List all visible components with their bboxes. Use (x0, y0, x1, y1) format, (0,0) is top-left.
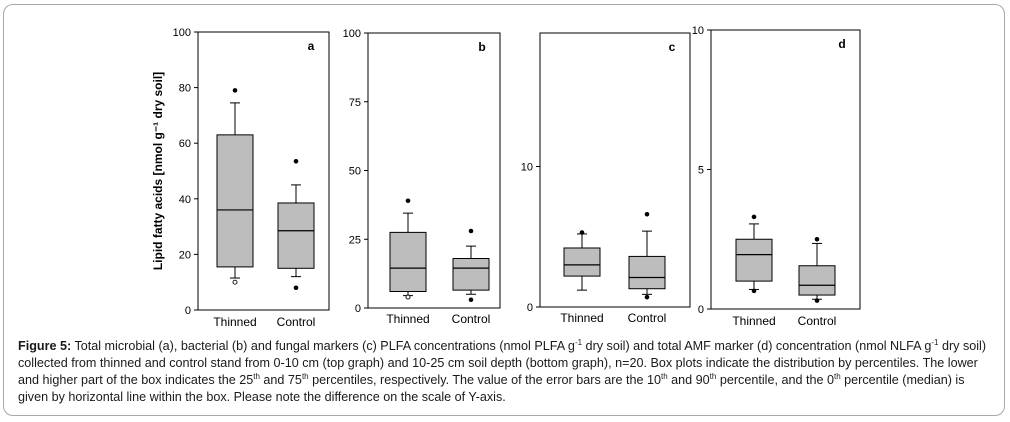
caption-text: percentile, and the 0 (716, 373, 834, 387)
y-tick-label: 0 (185, 305, 191, 317)
iqr-box (452, 258, 490, 291)
y-tick-label: 100 (173, 27, 191, 39)
panel-label: b (478, 40, 485, 54)
y-tick-label: 80 (179, 83, 191, 95)
x-category-label: Thinned (386, 312, 429, 326)
outlier-point (293, 158, 299, 164)
caption-superscript: -1 (574, 337, 583, 347)
caption-superscript: th (660, 371, 668, 381)
box-thinned (735, 214, 773, 294)
box-thinned (216, 88, 254, 285)
iqr-box (628, 255, 666, 290)
x-category-label: Control (277, 315, 316, 329)
figure-frame (3, 4, 1005, 416)
x-category-label: Thinned (560, 311, 603, 325)
caption-text: Total microbial (a), bacterial (b) and f… (71, 339, 575, 353)
caption-text: and 90 (667, 373, 710, 387)
y-tick-label: 5 (698, 165, 704, 177)
x-category-label: Control (628, 311, 667, 325)
outlier-point (293, 285, 299, 291)
box-thinned (389, 198, 427, 300)
outlier-point (232, 279, 238, 285)
outlier-point (468, 228, 474, 234)
caption-figure-label: Figure 5: (18, 339, 72, 353)
plot-frame (539, 32, 691, 308)
y-tick-label: 0 (355, 303, 361, 315)
iqr-box (735, 238, 773, 282)
iqr-box (389, 231, 427, 292)
caption-superscript: -1 (931, 337, 939, 347)
x-category-label: Control (798, 314, 837, 328)
caption-superscript: th (833, 371, 841, 381)
plot-frame (197, 31, 330, 311)
y-axis-label: Lipid fatty acids [nmol g⁻¹ dry soil] (151, 72, 165, 270)
caption-superscript: th (301, 371, 309, 381)
y-tick-label: 10 (692, 25, 704, 37)
y-tick-label: 40 (179, 194, 191, 206)
y-tick-label: 25 (349, 234, 361, 246)
caption-text: percentiles, respectively. The value of … (308, 373, 661, 387)
iqr-box (277, 202, 315, 269)
panel-label: d (838, 37, 845, 51)
outlier-point (751, 288, 757, 294)
figure-caption: Figure 5: Total microbial (a), bacterial… (18, 338, 998, 406)
outlier-point (751, 214, 757, 220)
box-control (452, 228, 490, 303)
chart-panel-d: 0 5 10 d Thinned Control (692, 25, 861, 328)
outlier-point (579, 230, 585, 235)
caption-text: dry soil) collected from thinned and con… (18, 339, 987, 387)
y-tick-label: 10 (521, 161, 533, 173)
box-control (277, 158, 315, 291)
caption-text: and 75 (259, 373, 302, 387)
chart-panel-c: 0 10 c Thinned Control (521, 32, 691, 325)
outlier-point (644, 211, 650, 217)
outlier-point (405, 294, 411, 300)
box-thinned (563, 230, 601, 291)
outlier-point (405, 198, 411, 204)
caption-text: percentile (median) is given by horizont… (18, 373, 965, 404)
iqr-box (563, 247, 601, 277)
panel-label: a (308, 39, 315, 53)
outlier-point (232, 88, 238, 93)
panel-label: c (669, 40, 676, 54)
y-tick-label: 100 (343, 28, 361, 40)
y-tick-label: 75 (349, 97, 361, 109)
y-tick-label: 0 (698, 304, 704, 316)
iqr-box (216, 134, 254, 268)
outlier-point (814, 236, 820, 242)
caption-superscript: th (253, 371, 260, 381)
chart-panel-b: 0 25 50 75 100 b Thinned Control (343, 28, 501, 326)
plot-frame (710, 29, 861, 310)
caption-superscript: th (709, 371, 717, 381)
box-control (628, 211, 666, 300)
x-category-label: Control (452, 312, 491, 326)
outlier-point (468, 297, 474, 303)
chart-panel-a: 0 20 40 60 80 100 a Lipid fatty acids [nmol g⁻¹… (151, 27, 330, 329)
y-tick-label: 20 (179, 249, 191, 261)
outlier-point (814, 298, 820, 303)
x-category-label: Thinned (213, 315, 256, 329)
y-tick-label: 0 (527, 302, 533, 314)
y-tick-label: 60 (179, 138, 191, 150)
iqr-box (798, 265, 836, 296)
x-category-label: Thinned (732, 314, 775, 328)
y-tick-label: 50 (349, 166, 361, 178)
box-control (798, 236, 836, 303)
caption-text: dry soil) and total AMF marker (d) conce… (582, 339, 932, 353)
outlier-point (644, 294, 650, 300)
